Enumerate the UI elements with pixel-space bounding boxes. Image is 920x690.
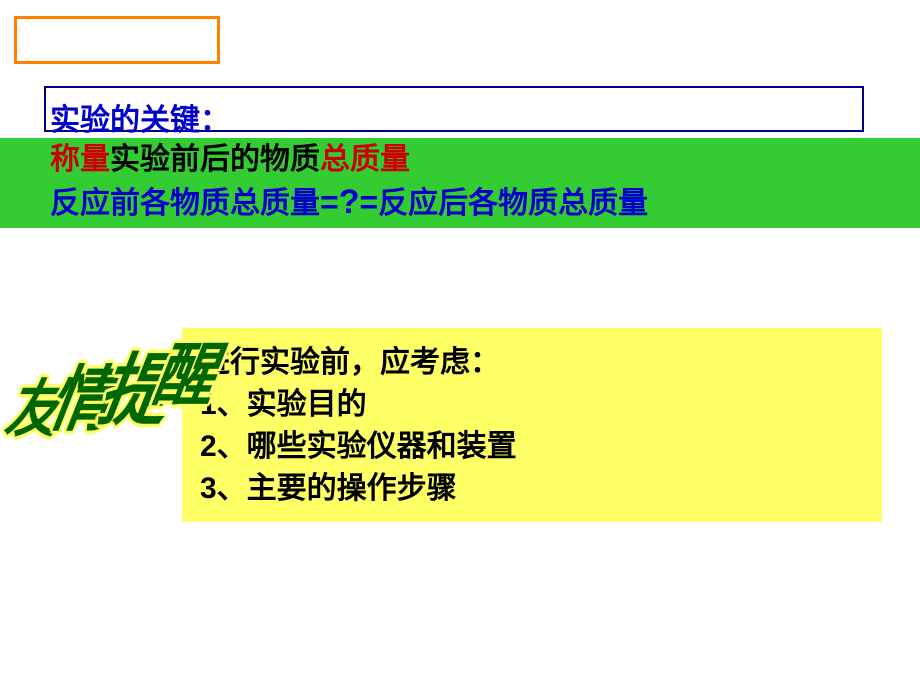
- eq-sign-2: =: [359, 184, 378, 220]
- yellow-line-2: 2、哪些实验仪器和装置: [200, 426, 872, 468]
- green-line-1: 称量实验前后的物质总质量: [50, 140, 920, 180]
- yellow-line-1: 1、实验目的: [200, 384, 872, 426]
- green-line-2: 反应前各物质总质量=?=反应后各物质总质量: [50, 180, 920, 226]
- yellow-box: 进行实验前，应考虑： 1、实验目的 2、哪些实验仪器和装置 3、主要的操作步骤: [182, 328, 882, 522]
- question-mark: ?: [339, 183, 360, 221]
- green-band: 称量实验前后的物质总质量 反应前各物质总质量=?=反应后各物质总质量: [0, 138, 920, 228]
- text-black-1: 实验前后的物质: [110, 143, 320, 176]
- eq-right: 反应后各物质总质量: [378, 187, 648, 220]
- text-red-2: 量: [80, 143, 110, 176]
- top-orange-box: [14, 16, 220, 64]
- yellow-line-3: 3、主要的操作步骤: [200, 468, 872, 510]
- text-red-1: 称: [50, 143, 80, 176]
- text-red-3: 总质量: [320, 143, 410, 176]
- stylized-heading: 友 情 提 醒: [0, 330, 210, 460]
- eq-left: 反应前各物质总质量: [50, 187, 320, 220]
- page-title: 实验的关键：: [50, 95, 230, 139]
- yellow-line-0: 进行实验前，应考虑：: [200, 342, 872, 384]
- eq-sign-1: =: [320, 184, 339, 220]
